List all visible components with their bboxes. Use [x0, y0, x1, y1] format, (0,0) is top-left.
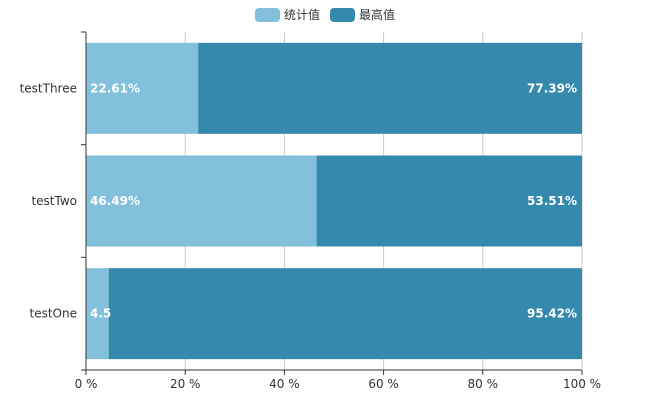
- bar-最高值-testThree: [198, 42, 582, 134]
- data-label-testOne-series-0: 4.5: [90, 307, 111, 321]
- data-label-testThree-series-0: 22.61%: [90, 81, 140, 95]
- x-tick-label-4: 80 %: [468, 377, 499, 391]
- legend-swatch-series-0: [254, 7, 280, 22]
- legend-swatch-series-1: [330, 7, 355, 22]
- y-tick-label-testTwo: testTwo: [31, 194, 77, 208]
- bar-最高值-testOne: [108, 268, 582, 360]
- x-tick-label-2: 40 %: [269, 377, 300, 391]
- data-label-testOne-series-1: 95.42%: [527, 307, 577, 321]
- legend-label-series-1: 最高值: [359, 8, 396, 22]
- x-tick-label-0: 0 %: [75, 377, 98, 391]
- data-label-testThree-series-1: 77.39%: [527, 81, 577, 95]
- y-tick-label-testOne: testOne: [30, 307, 77, 321]
- legend-item-series-1[interactable]: 最高值: [330, 6, 395, 23]
- y-tick-label-testThree: testThree: [20, 81, 77, 95]
- x-tick-label-3: 60 %: [368, 377, 399, 391]
- data-label-testTwo-series-0: 46.49%: [90, 194, 140, 208]
- legend-label-series-0: 统计值: [283, 8, 320, 22]
- bar-统计值-testThree: [86, 42, 199, 134]
- legend-item-series-0[interactable]: 统计值: [254, 6, 320, 23]
- bar-统计值-testOne: [86, 268, 109, 360]
- bar-统计值-testTwo: [86, 155, 317, 247]
- x-tick-label-1: 20 %: [170, 377, 201, 391]
- bar-最高值-testTwo: [316, 155, 582, 247]
- x-tick-label-5: 100 %: [563, 377, 601, 391]
- data-label-testTwo-series-1: 53.51%: [527, 194, 577, 208]
- legend: 统计值 最高值: [0, 6, 650, 23]
